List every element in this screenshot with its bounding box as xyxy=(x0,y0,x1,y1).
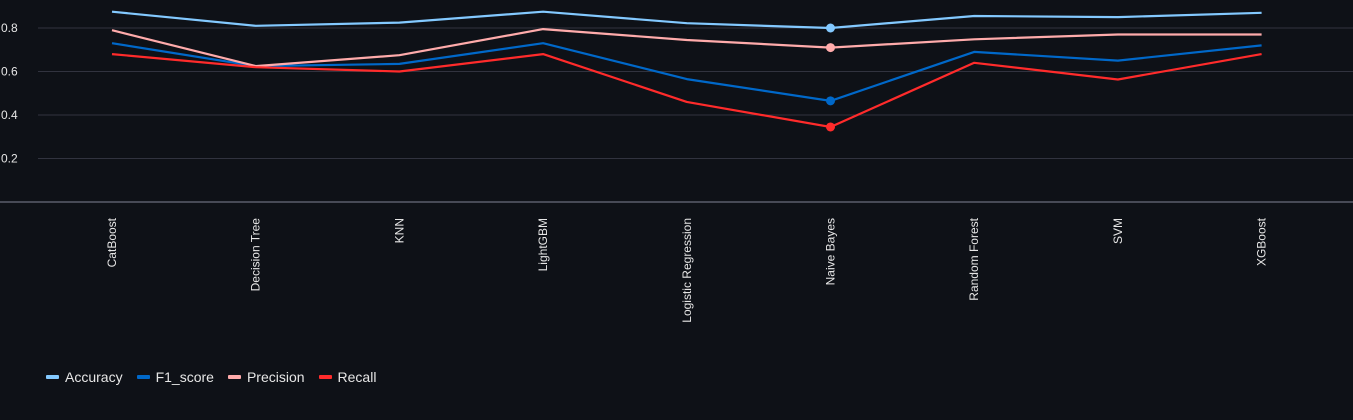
legend-label: Accuracy xyxy=(65,369,123,385)
x-tick-label: LightGBM xyxy=(536,218,550,271)
data-point[interactable] xyxy=(826,122,835,132)
data-point[interactable] xyxy=(826,23,835,33)
legend-item[interactable]: Recall xyxy=(318,369,377,385)
series-line-recall[interactable] xyxy=(111,52,1262,129)
y-tick-label: 0.4 xyxy=(1,108,18,122)
series-lines xyxy=(111,10,1262,129)
legend-item[interactable]: Precision xyxy=(227,369,305,385)
x-tick-label: KNN xyxy=(392,218,406,243)
legend-label: Precision xyxy=(246,369,305,385)
legend-swatch-icon xyxy=(318,375,332,379)
legend-swatch-icon xyxy=(227,375,241,379)
y-tick-label: 0.6 xyxy=(1,65,18,79)
y-axis-ticks: 0.2 0.4 0.6 0.8 xyxy=(1,21,18,166)
series-line-precision[interactable] xyxy=(111,28,1262,68)
x-axis-ticks: CatBoost Decision Tree KNN LightGBM Logistic… xyxy=(105,217,1269,322)
gridlines xyxy=(38,27,1353,159)
legend-item[interactable]: Accuracy xyxy=(46,369,123,385)
x-tick-label: Random Forest xyxy=(967,217,981,300)
y-tick-label: 0.2 xyxy=(1,152,18,166)
x-tick-label: CatBoost xyxy=(105,217,119,267)
x-tick-label: Logistic Regression xyxy=(680,218,694,323)
hover-markers xyxy=(826,23,835,132)
legend-swatch-icon xyxy=(136,375,150,379)
x-tick-label: SVM xyxy=(1111,218,1125,244)
chart-legend: Accuracy F1_score Precision Recall xyxy=(46,369,376,385)
y-tick-label: 0.8 xyxy=(1,21,18,35)
legend-item[interactable]: F1_score xyxy=(136,369,214,385)
data-point[interactable] xyxy=(826,43,835,53)
x-tick-label: Naive Bayes xyxy=(824,218,838,285)
x-tick-label: XGBoost xyxy=(1255,217,1269,266)
data-point[interactable] xyxy=(826,96,835,106)
legend-swatch-icon xyxy=(46,375,59,379)
x-tick-label: Decision Tree xyxy=(249,218,263,292)
legend-label: Recall xyxy=(337,369,377,385)
series-line-f1-score[interactable] xyxy=(111,42,1262,103)
series-line-accuracy[interactable] xyxy=(111,10,1262,30)
legend-label: F1_score xyxy=(155,369,214,385)
